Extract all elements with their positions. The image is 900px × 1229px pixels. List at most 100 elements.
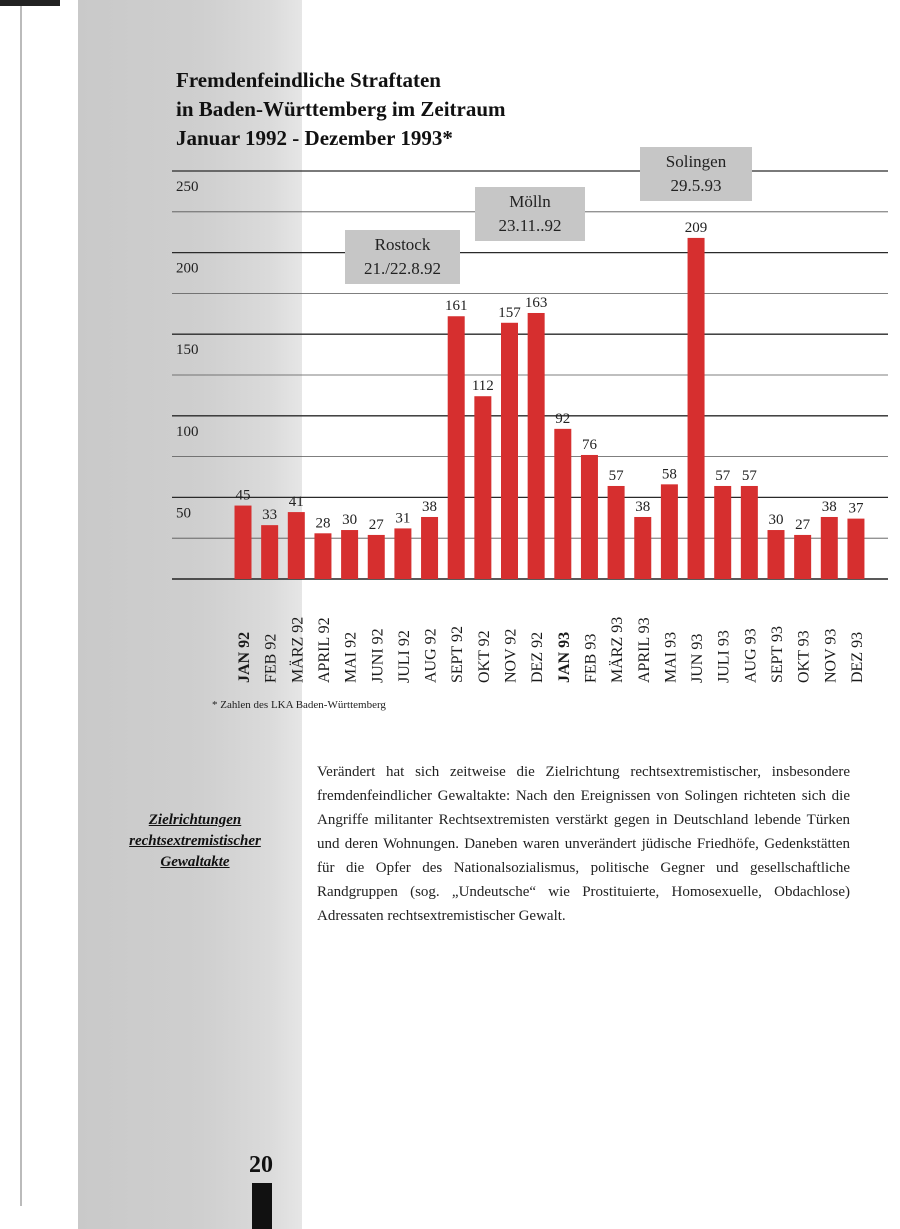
event-annotation-text: 21./22.8.92 [364, 259, 441, 278]
x-tick-label: JAN 93 [556, 632, 573, 683]
bar [580, 454, 598, 579]
event-annotation-text: Mölln [509, 192, 551, 211]
event-annotation-text: 23.11..92 [498, 216, 561, 235]
x-tick-label: APRIL 92 [316, 617, 333, 683]
event-annotation-box [345, 230, 460, 284]
x-tick-label: MÄRZ 92 [288, 617, 306, 683]
chart-title-line-2: in Baden-Württemberg im Zeitraum [176, 97, 506, 121]
page-number: 20 [249, 1152, 273, 1178]
gray-margin-column [78, 0, 302, 1229]
side-heading-line-1: Zielrichtungen [148, 812, 242, 828]
bar [660, 484, 678, 579]
bar-value-label: 30 [342, 512, 357, 528]
x-tick-label: AUG 93 [742, 628, 759, 683]
bar [447, 316, 465, 579]
x-tick-label: JULI 93 [716, 630, 733, 683]
side-heading-line-3: Gewaltakte [160, 854, 230, 870]
bar-value-label: 31 [395, 510, 410, 526]
x-tick-label: JULI 92 [396, 630, 413, 683]
bar-chart: 50 100 150 200 250 45 33 41 28 30 27 31 38 161 112 1571… [172, 147, 888, 683]
bar [474, 396, 492, 579]
x-tick-label: DEZ 92 [529, 632, 546, 683]
y-tick-label: 250 [176, 179, 199, 195]
event-annotation-text: Rostock [375, 235, 431, 254]
bar-value-label: 57 [715, 468, 731, 484]
x-tick-label: MÄRZ 93 [608, 617, 626, 683]
bar [341, 530, 359, 579]
x-tick-label: SEPT 93 [769, 626, 786, 683]
bar-value-label: 38 [422, 499, 437, 515]
x-tick-label: OKT 93 [796, 630, 813, 683]
side-heading: Zielrichtungen rechtsextremistischer Gew… [110, 810, 280, 873]
bar [261, 525, 279, 579]
y-tick-label: 150 [176, 342, 199, 358]
bar-value-label: 112 [472, 378, 494, 394]
bar-value-label: 45 [236, 488, 251, 504]
side-heading-line-2: rechtsextremistischer [129, 833, 261, 849]
x-tick-label: APRIL 93 [636, 617, 653, 683]
x-tick-label: FEB 92 [263, 634, 280, 683]
bar [767, 530, 785, 579]
bar-value-label: 38 [822, 499, 837, 515]
event-annotation-box [475, 187, 585, 241]
bar [234, 505, 252, 579]
bar [314, 533, 332, 579]
bar-value-label: 27 [795, 517, 811, 533]
x-tick-label: JAN 92 [236, 632, 253, 683]
bar-value-label: 58 [662, 466, 677, 482]
x-tick-label: NOV 92 [503, 629, 520, 683]
y-tick-label: 200 [176, 261, 199, 277]
bar [794, 534, 812, 579]
bar [687, 237, 705, 580]
bar [421, 516, 439, 579]
bar-value-label: 163 [525, 295, 548, 311]
event-annotation-text: Solingen [666, 152, 727, 171]
bar-value-label: 30 [769, 512, 784, 528]
bar-value-label: 41 [289, 494, 304, 510]
bar-value-label: 92 [555, 411, 570, 427]
chart-title: Fremdenfeindliche Straftaten in Baden-Wü… [176, 66, 596, 153]
bar [287, 512, 305, 579]
bar [847, 518, 865, 579]
chart-title-line-1: Fremdenfeindliche Straftaten [176, 68, 441, 92]
page-edge-line [20, 6, 22, 1206]
x-tick-label: SEPT 92 [449, 626, 466, 683]
bar-value-label: 57 [609, 468, 625, 484]
bar [740, 485, 758, 579]
bar [394, 528, 412, 579]
x-tick-label: DEZ 93 [849, 632, 866, 683]
bar-value-label: 157 [498, 305, 521, 321]
chart-footnote: * Zahlen des LKA Baden-Württemberg [212, 699, 386, 711]
bar-value-label: 209 [685, 220, 708, 236]
bar-value-label: 28 [315, 515, 330, 531]
bar-value-label: 76 [582, 437, 598, 453]
event-annotation-box [640, 147, 752, 201]
bar-value-label: 37 [848, 501, 864, 517]
bar [607, 485, 625, 579]
x-tick-label: JUN 93 [689, 634, 706, 683]
page-corner-mark [0, 0, 60, 6]
x-tick-label: FEB 93 [582, 634, 599, 683]
bar [501, 322, 518, 579]
y-tick-label: 50 [176, 505, 191, 521]
x-tick-label: MAI 92 [343, 632, 360, 683]
bar [820, 516, 838, 579]
y-tick-label: 100 [176, 424, 199, 440]
bar [527, 312, 545, 579]
x-tick-label: NOV 93 [822, 629, 839, 683]
body-paragraph: Verändert hat sich zeitweise die Zielric… [317, 764, 850, 924]
bar-value-label: 161 [445, 298, 468, 314]
x-tick-label: AUG 92 [423, 628, 440, 683]
bar [714, 485, 732, 579]
bar [634, 516, 652, 579]
bar [554, 428, 572, 579]
bar-value-label: 33 [262, 507, 277, 523]
x-tick-label: MAI 93 [662, 632, 679, 683]
page-number-bar [252, 1183, 272, 1229]
x-tick-label: OKT 92 [476, 630, 493, 683]
event-annotation-text: 29.5.93 [671, 176, 722, 195]
x-tick-label: JUNI 92 [369, 628, 386, 683]
bar-value-label: 57 [742, 468, 758, 484]
chart-title-line-3: Januar 1992 - Dezember 1993* [176, 126, 453, 150]
bar-value-label: 38 [635, 499, 650, 515]
